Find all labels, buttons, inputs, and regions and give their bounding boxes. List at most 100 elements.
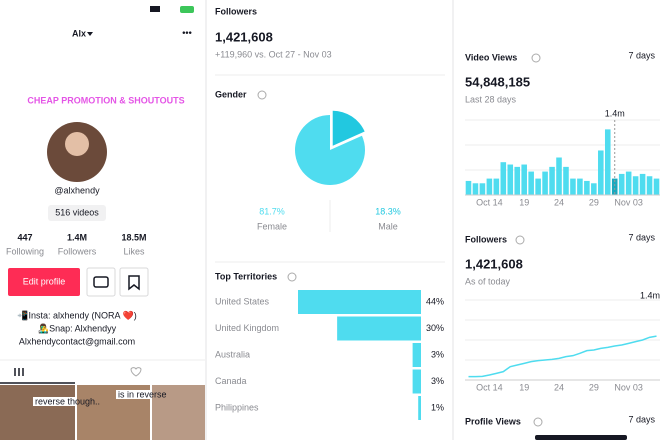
section-title: Profile Views [465,416,521,426]
info-icon[interactable] [531,53,541,63]
bar [556,157,562,195]
bar [412,343,421,367]
period: 7 days [628,232,655,242]
more-button[interactable]: ••• [182,27,191,37]
total: 54,848,185 [465,74,530,89]
bio-line: Alxhendycontact@gmail.com [19,336,135,346]
bar [584,180,590,195]
youtube-button[interactable] [86,267,116,297]
info-icon[interactable] [515,235,525,245]
bar [542,171,548,195]
bar [563,166,569,195]
avatar-face [65,132,89,156]
territory-name: United States [215,296,270,306]
bar [521,164,527,195]
x-tick-label: 24 [554,382,564,392]
territory-percent: 44% [426,296,444,306]
territory-name: Canada [215,376,247,386]
territory-percent: 30% [426,323,444,333]
stat-label: Following [6,246,44,256]
videos-pill [48,205,106,221]
bar [337,316,421,341]
gender-percent: 18.3% [375,206,401,216]
x-tick-label: Oct 14 [476,382,503,392]
caption-box [33,397,75,406]
info-icon[interactable] [533,417,543,427]
bar [570,178,576,195]
territory-name: Australia [215,349,250,359]
bar [632,176,639,195]
divider [205,0,207,440]
videos-tab[interactable] [14,368,24,376]
bar [653,178,660,195]
stat-value: 18.5M [121,232,146,242]
bar [472,183,479,195]
bar [412,369,421,394]
youtube-icon [93,276,109,288]
section-title: Followers [215,6,257,16]
section-title: Video Views [465,52,517,62]
bar [500,162,507,195]
bar [639,173,646,195]
dropdown-icon[interactable] [87,32,93,36]
bar [549,166,555,195]
thumbnail-caption: is in reverse [118,389,167,399]
caption-box [116,390,150,399]
period: 7 days [628,414,655,424]
pie-slice [332,110,365,146]
bar [493,178,500,195]
section-title: Top Territories [215,271,277,281]
battery-icon [180,6,194,13]
info-icon[interactable] [287,272,297,282]
info-icon[interactable] [257,90,267,100]
section-title: Gender [215,89,247,99]
x-tick-label: 29 [589,382,599,392]
bookmark-button[interactable] [119,267,149,297]
edit-profile-button[interactable] [8,268,80,296]
thumbnail[interactable] [0,385,75,440]
edit-profile-label: Edit profile [23,276,66,286]
username[interactable]: Alx [72,28,86,38]
bar [618,173,625,195]
section-title: Followers [465,234,507,244]
bar [514,166,521,195]
bar [418,396,421,420]
x-tick-label: 19 [519,197,529,207]
stat-value: 447 [17,232,32,242]
thumbnail[interactable] [152,385,205,440]
bar [604,129,611,195]
period: 7 days [628,50,655,60]
annotation: 1.4m [640,290,660,300]
bar [591,183,597,195]
bar [535,178,541,195]
home-indicator [535,435,627,440]
x-tick-label: 19 [519,382,529,392]
liked-tab[interactable] [130,367,142,377]
bar [507,164,514,195]
bar [577,178,583,195]
videos-count: 516 videos [55,207,99,217]
divider [452,0,454,440]
bar [598,150,604,195]
stat-label: Followers [58,246,97,256]
gender-label: Female [257,221,287,231]
bar [625,171,632,195]
x-tick-label: Nov 03 [614,197,643,207]
gender-percent: 81.7% [259,206,285,216]
territory-name: Philippines [215,402,259,412]
line [468,335,657,378]
banner: CHEAP PROMOTION & SHOUTOUTS [27,95,184,105]
bar [298,290,421,314]
subtitle: As of today [465,276,511,286]
bar [528,171,534,195]
annotation: 1.4m [605,108,625,118]
territory-percent: 3% [431,376,444,386]
signal-icon [150,6,160,12]
x-tick-label: Nov 03 [614,382,643,392]
territory-percent: 1% [431,402,444,412]
x-tick-label: Oct 14 [476,197,503,207]
bar [479,183,486,195]
x-tick-label: 24 [554,197,564,207]
